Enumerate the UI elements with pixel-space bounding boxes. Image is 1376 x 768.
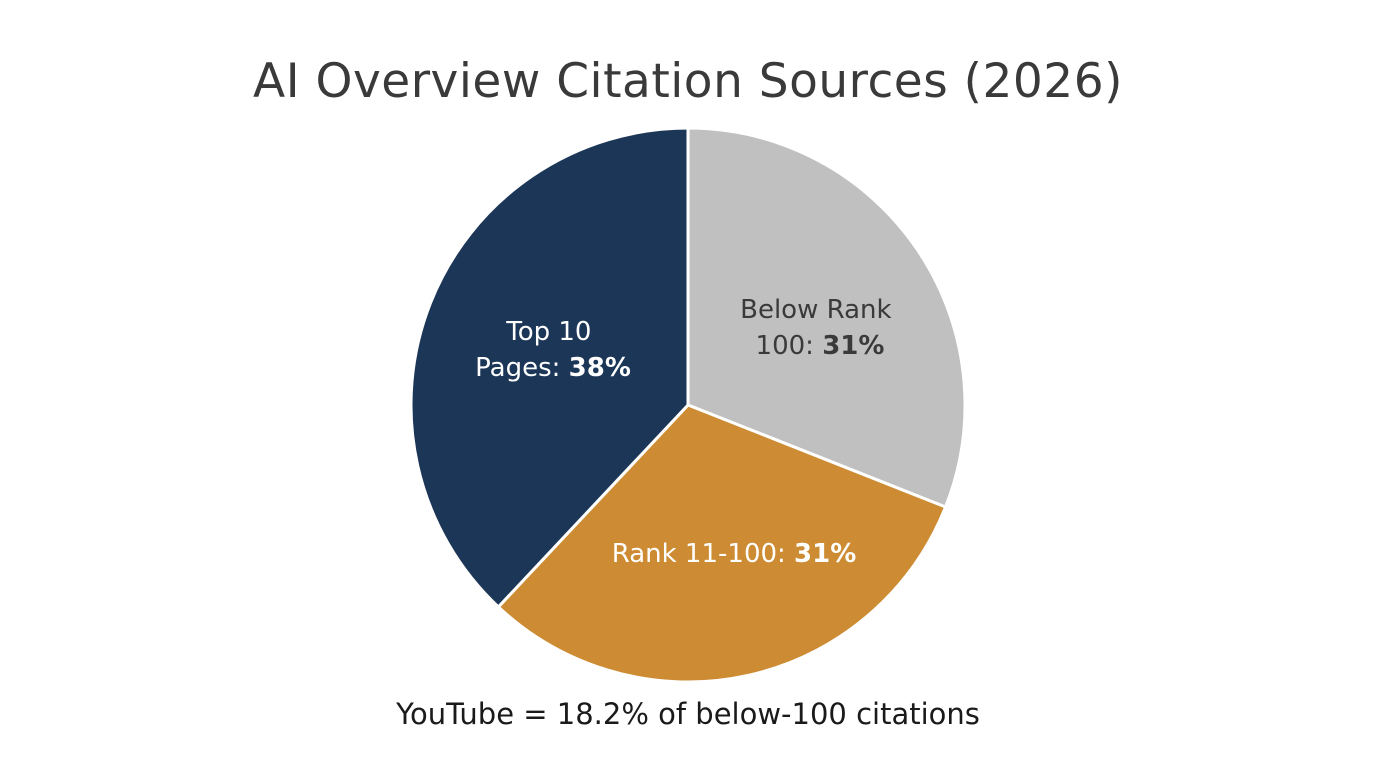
slice-label-below-rank-100: Below Rank 100: 31% [740, 295, 900, 361]
slice-value-top-10-pages: 38% [569, 353, 631, 383]
slice-label-line: 100: [756, 331, 823, 361]
pie-slice-rank-11-100 [496, 403, 948, 684]
slice-label-line: Top 10 [505, 317, 600, 347]
slice-label-line: Rank 11-100: [612, 539, 794, 569]
slice-label-line: Pages: [475, 353, 569, 383]
chart-title: AI Overview Citation Sources (2026) [253, 54, 1123, 109]
pie-slice-top-10-pages [409, 126, 690, 609]
slice-label-rank-11-100: Rank 11-100: 31% [612, 539, 857, 569]
slice-label-line: Below Rank [740, 295, 900, 325]
slice-value-rank-11-100: 31% [794, 539, 856, 569]
slice-value-below-rank-100: 31% [822, 331, 884, 361]
pie-slice-below-rank-100 [686, 126, 967, 509]
chart-annotation: YouTube = 18.2% of below-100 citations [396, 697, 980, 731]
slice-label-top-10-pages: Top 10 Pages: 38% [475, 317, 631, 383]
